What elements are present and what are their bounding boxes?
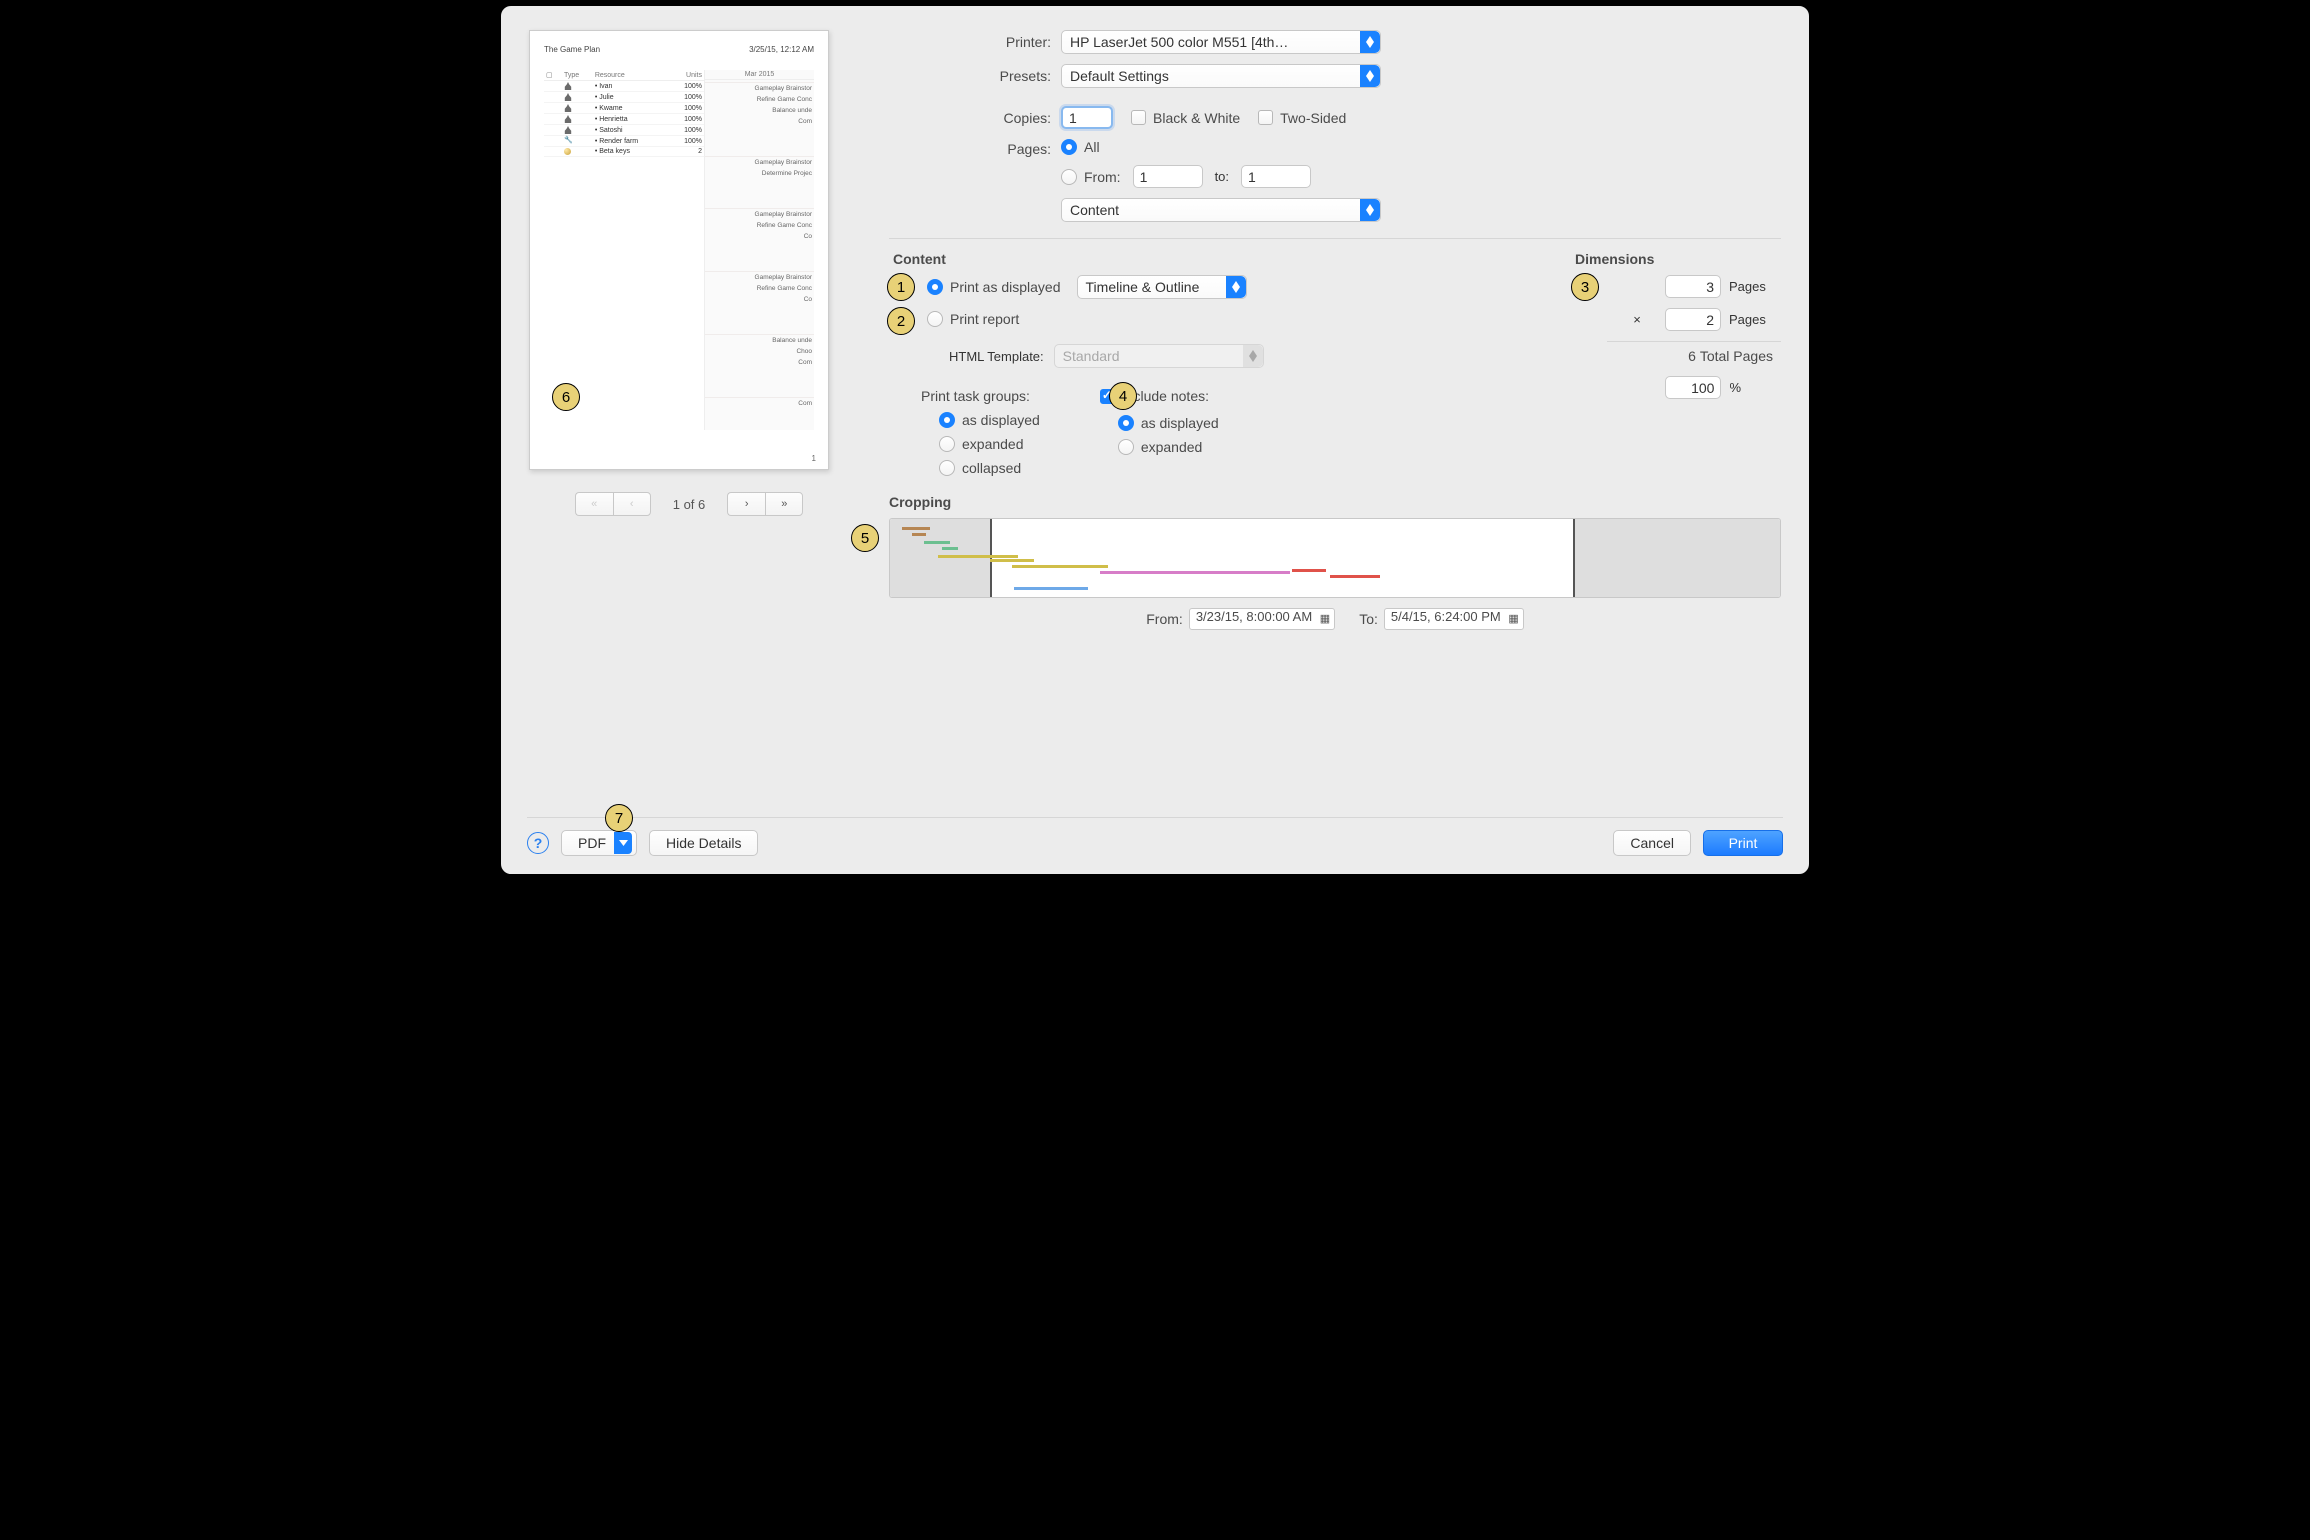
cancel-button[interactable]: Cancel [1613, 830, 1691, 856]
bw-checkbox[interactable]: Black & White [1131, 110, 1240, 126]
crop-bar [1100, 571, 1290, 574]
view-mode-value: Timeline & Outline [1086, 279, 1200, 295]
dim-multiplier: × [1617, 312, 1657, 327]
resource-row: • Render farm100% [544, 136, 704, 147]
dimensions-section-title: Dimensions [1575, 251, 1781, 267]
pages-label: Pages: [889, 139, 1061, 157]
resource-row: • Julie100% [544, 92, 704, 103]
pager-counter: 1 of 6 [673, 497, 706, 512]
crop-bar [1330, 575, 1380, 578]
crop-bar [1292, 569, 1326, 572]
preview-doc-title: The Game Plan [544, 45, 600, 54]
resource-row: • Beta keys2 [544, 147, 704, 157]
notes-as-displayed-radio[interactable]: as displayed [1118, 415, 1219, 431]
badge-1: 1 [887, 273, 915, 301]
crop-bar [990, 559, 1034, 562]
copies-label: Copies: [889, 110, 1061, 126]
badge-2: 2 [887, 307, 915, 335]
crop-to-label: To: [1359, 611, 1378, 627]
taskgroups-expanded-radio[interactable]: expanded [939, 436, 1040, 452]
scale-unit: % [1729, 380, 1741, 395]
pages-from-radio[interactable]: From: [1061, 169, 1121, 185]
col-type: Type [562, 70, 593, 81]
hide-details-button[interactable]: Hide Details [649, 830, 758, 856]
presets-label: Presets: [889, 68, 1061, 84]
pdf-dropdown-button[interactable]: PDF [561, 830, 637, 856]
print-preview-pane: The Game Plan 3/25/15, 12:12 AM ▢ Type R… [529, 30, 849, 795]
col-units: Units [669, 70, 704, 81]
task-groups-label: Print task groups: [921, 388, 1040, 404]
crop-from-input[interactable]: 3/23/15, 8:00:00 AM▦ [1189, 608, 1335, 630]
col-resource: Resource [593, 70, 669, 81]
copies-input[interactable] [1061, 106, 1113, 129]
print-as-displayed-radio[interactable]: Print as displayed [927, 279, 1061, 295]
notes-expanded-radio[interactable]: expanded [1118, 439, 1219, 455]
preview-page: The Game Plan 3/25/15, 12:12 AM ▢ Type R… [529, 30, 829, 470]
crop-bar [902, 527, 930, 530]
calendar-icon: ▦ [1508, 612, 1518, 625]
printer-value: HP LaserJet 500 color M551 [4th… [1070, 34, 1288, 50]
col-month: Mar 2015 [705, 70, 814, 80]
badge-6: 6 [552, 383, 580, 411]
pager-first-button[interactable]: « [575, 492, 613, 516]
preview-pager: « ‹ 1 of 6 › » [529, 492, 849, 516]
calendar-icon: ▦ [1320, 612, 1330, 625]
printer-label: Printer: [889, 34, 1061, 50]
crop-from-label: From: [1146, 611, 1183, 627]
dim-height-unit: Pages [1729, 312, 1781, 327]
badge-4: 4 [1109, 382, 1137, 410]
pages-all-radio[interactable]: All [1061, 139, 1311, 155]
cropping-preview[interactable] [889, 518, 1781, 598]
badge-7: 7 [605, 804, 633, 832]
scale-input[interactable] [1665, 376, 1721, 399]
settings-tab-value: Content [1070, 202, 1119, 218]
crop-bar [912, 533, 926, 536]
help-button[interactable]: ? [527, 832, 549, 854]
print-report-radio[interactable]: Print report [927, 311, 1019, 327]
crop-bar [938, 555, 1018, 558]
dim-height-input[interactable] [1665, 308, 1721, 331]
pager-prev-button[interactable]: ‹ [613, 492, 651, 516]
dim-width-unit: Pages [1729, 279, 1781, 294]
presets-select[interactable]: Default Settings [1061, 64, 1381, 88]
html-template-label: HTML Template: [949, 349, 1044, 364]
chevron-down-icon [614, 832, 632, 854]
preview-page-number: 1 [812, 454, 816, 463]
pages-to-input[interactable] [1241, 165, 1311, 188]
badge-3: 3 [1571, 273, 1599, 301]
crop-to-input[interactable]: 5/4/15, 6:24:00 PM▦ [1384, 608, 1524, 630]
resource-row: • Henrietta100% [544, 114, 704, 125]
pages-to-label: to: [1215, 169, 1229, 184]
html-template-value: Standard [1063, 348, 1120, 364]
cropping-section-title: Cropping [889, 494, 1781, 510]
print-button[interactable]: Print [1703, 830, 1783, 856]
view-mode-select[interactable]: Timeline & Outline [1077, 275, 1247, 299]
printer-select[interactable]: HP LaserJet 500 color M551 [4th… [1061, 30, 1381, 54]
crop-bar [1012, 565, 1108, 568]
pager-last-button[interactable]: » [765, 492, 803, 516]
twosided-checkbox[interactable]: Two-Sided [1258, 110, 1346, 126]
pager-next-button[interactable]: › [727, 492, 765, 516]
taskgroups-as-displayed-radio[interactable]: as displayed [939, 412, 1040, 428]
presets-value: Default Settings [1070, 68, 1169, 84]
resource-row: • Kwame100% [544, 103, 704, 114]
badge-5: 5 [851, 524, 879, 552]
preview-timestamp: 3/25/15, 12:12 AM [749, 45, 814, 54]
pages-from-input[interactable] [1133, 165, 1203, 188]
crop-bar [942, 547, 958, 550]
content-section-title: Content [893, 251, 1541, 267]
settings-tab-select[interactable]: Content [1061, 198, 1381, 222]
total-pages-value: 6 [1688, 348, 1696, 364]
taskgroups-collapsed-radio[interactable]: collapsed [939, 460, 1040, 476]
resource-row: • Satoshi100% [544, 125, 704, 136]
crop-bar [1014, 587, 1088, 590]
html-template-select: Standard [1054, 344, 1264, 368]
dim-width-input[interactable] [1665, 275, 1721, 298]
crop-bar [924, 541, 950, 544]
resource-row: • Ivan100% [544, 81, 704, 92]
